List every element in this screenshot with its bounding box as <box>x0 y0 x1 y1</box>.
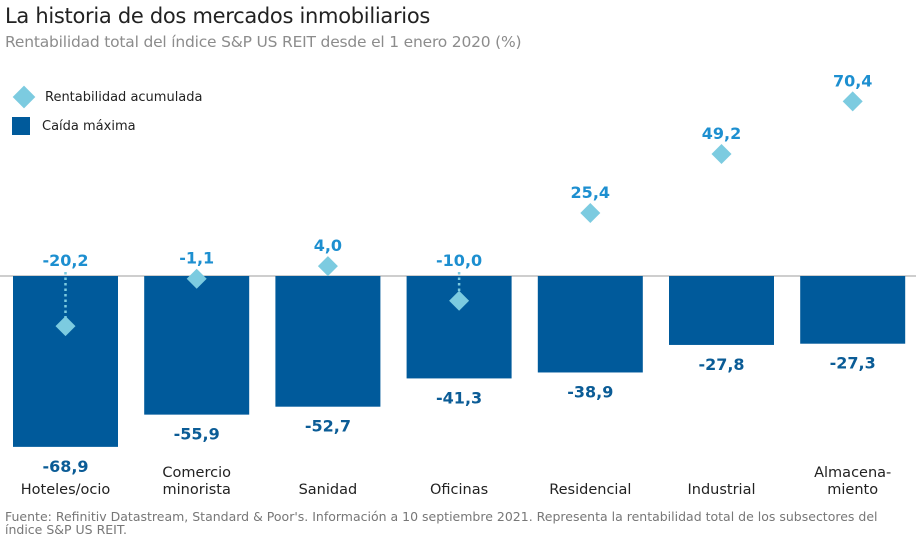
return-diamond-marker <box>449 290 470 311</box>
category-label: Hoteles/ocio <box>21 482 111 498</box>
return-value-label: -10,0 <box>436 251 482 270</box>
return-value-label: -1,1 <box>179 249 214 268</box>
category-label: Comercio <box>162 465 231 481</box>
drawdown-bar <box>669 276 774 345</box>
category-label: Almacena- <box>814 465 891 481</box>
legend-label-return: Rentabilidad acumulada <box>45 89 203 105</box>
return-diamond-marker <box>842 91 863 112</box>
return-diamond-marker <box>711 143 732 164</box>
return-diamond-marker <box>317 256 338 277</box>
legend-square-icon <box>12 117 30 135</box>
category-label: Residencial <box>549 482 631 498</box>
chart-subtitle: Rentabilidad total del índice S&P US REI… <box>5 33 522 51</box>
return-value-label: 25,4 <box>571 183 610 202</box>
category-label: Sanidad <box>299 482 358 498</box>
legend-item-drawdown: Caída máxima <box>12 117 136 135</box>
return-value-label: 4,0 <box>314 236 342 255</box>
return-value-label: 70,4 <box>833 71 872 90</box>
drawdown-value-label: -41,3 <box>436 388 482 407</box>
return-diamond-marker <box>55 316 76 337</box>
return-value-label: 49,2 <box>702 124 741 143</box>
return-diamond-marker <box>186 268 207 289</box>
category-label: Oficinas <box>430 482 488 498</box>
drawdown-value-label: -55,9 <box>174 425 220 444</box>
drawdown-bar <box>275 276 381 407</box>
chart-plot: -68,9-20,2Hoteles/ocio-55,9-1,1Comerciom… <box>0 71 916 498</box>
legend-item-return: Rentabilidad acumulada <box>12 85 203 109</box>
source-footnote: Fuente: Refinitiv Datastream, Standard &… <box>5 509 878 537</box>
category-label: Industrial <box>687 482 755 498</box>
drawdown-value-label: -52,7 <box>305 417 351 436</box>
drawdown-bar <box>13 276 118 447</box>
drawdown-value-label: -68,9 <box>42 457 88 476</box>
return-value-label: -20,2 <box>42 251 88 270</box>
drawdown-value-label: -27,8 <box>698 355 744 374</box>
drawdown-bar <box>800 276 906 344</box>
drawdown-bar <box>537 276 643 373</box>
legend-label-drawdown: Caída máxima <box>42 118 136 134</box>
return-diamond-marker <box>580 203 601 224</box>
category-label: miento <box>827 482 878 498</box>
drawdown-value-label: -38,9 <box>567 382 613 401</box>
drawdown-bar <box>144 276 250 415</box>
chart-title: La historia de dos mercados inmobiliario… <box>5 4 431 28</box>
drawdown-value-label: -27,3 <box>830 354 876 373</box>
category-label: minorista <box>163 482 231 498</box>
